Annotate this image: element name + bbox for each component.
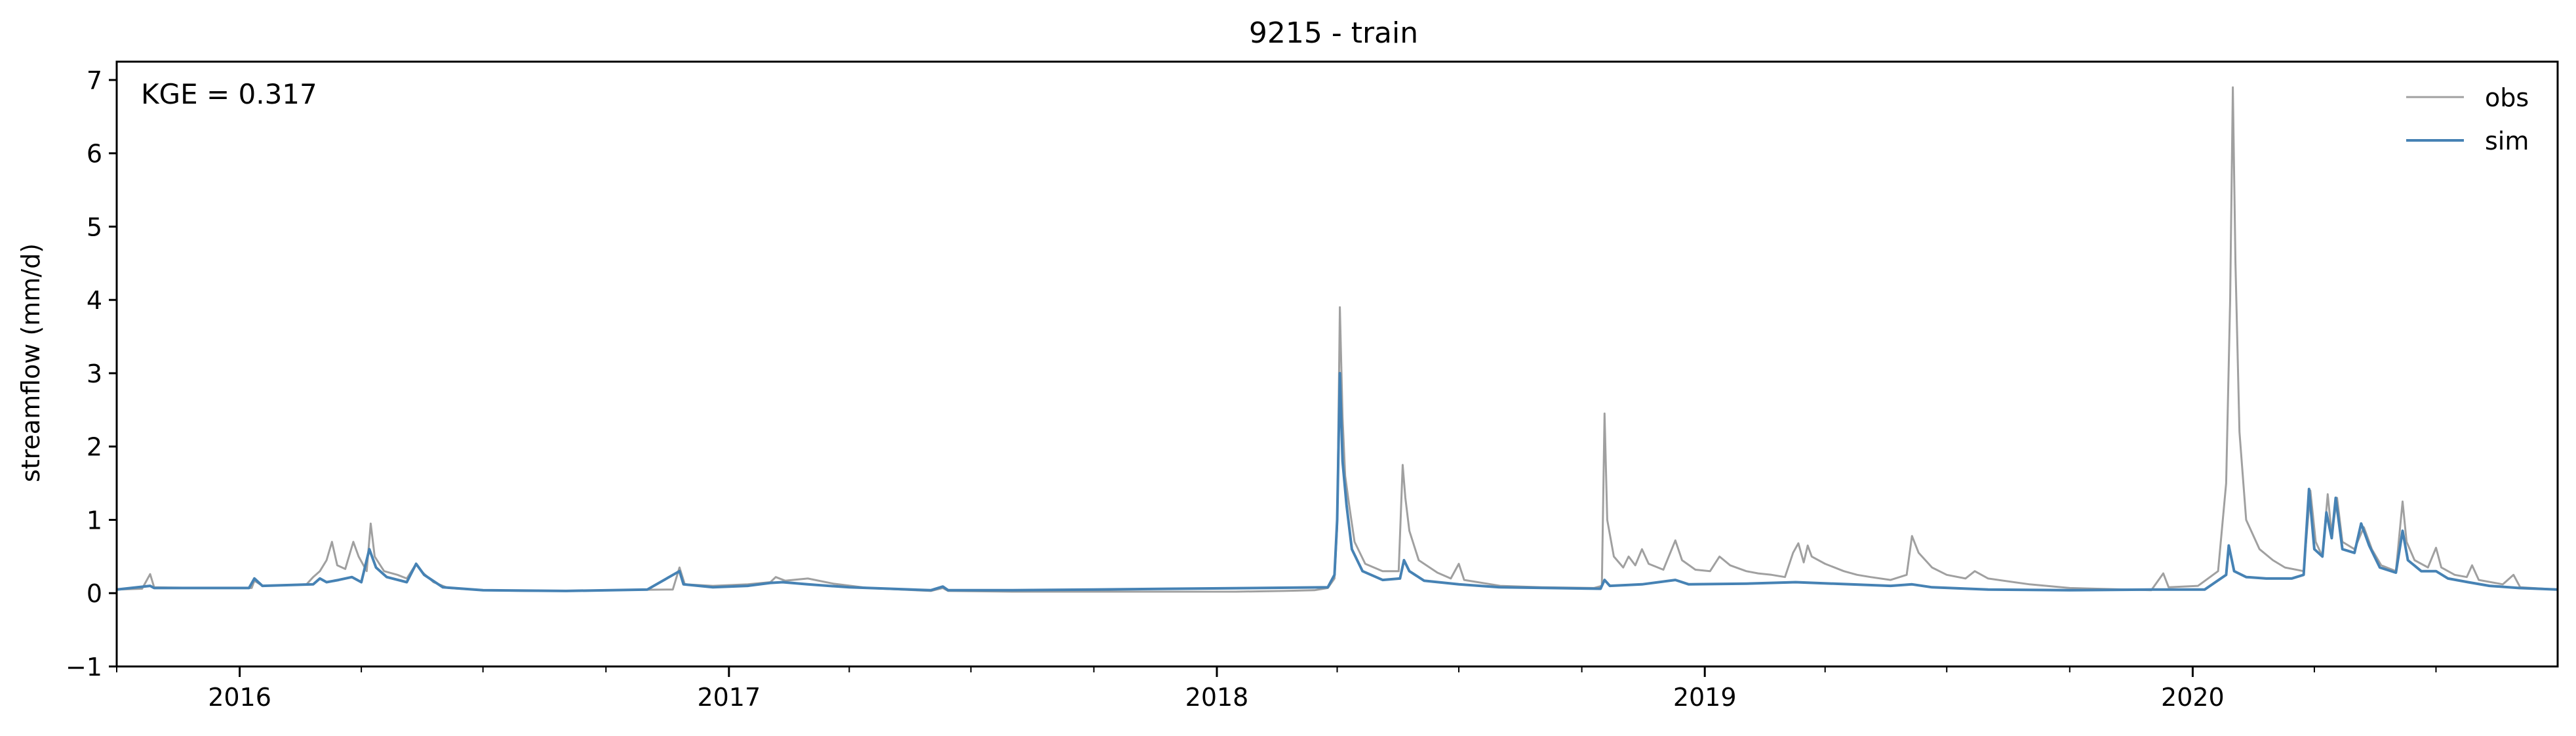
y-tick-label: 1 xyxy=(87,506,102,535)
plot-frame xyxy=(115,60,2559,668)
x-tick-label: 2020 xyxy=(2161,683,2225,712)
y-tick-label: 7 xyxy=(87,66,102,95)
series-line-sim xyxy=(116,372,2558,592)
y-tick-label: 6 xyxy=(87,140,102,169)
y-axis: −1 0 1 2 3 4 5 6 7 xyxy=(66,66,117,682)
y-axis-label: streamflow (mm/d) xyxy=(16,243,45,482)
x-tick-label: 2017 xyxy=(697,683,761,712)
y-tick-label: 4 xyxy=(87,286,102,315)
x-tick-label: 2018 xyxy=(1185,683,1249,712)
chart-title: 9215 - train xyxy=(1249,16,1418,50)
legend: obs sim xyxy=(2406,83,2529,155)
legend-label-obs: obs xyxy=(2485,83,2529,112)
legend-label-sim: sim xyxy=(2485,127,2529,155)
y-tick-label: 0 xyxy=(87,579,102,608)
x-tick-label: 2019 xyxy=(1673,683,1737,712)
kge-annotation: KGE = 0.317 xyxy=(141,78,317,110)
y-tick-label: −1 xyxy=(66,653,102,682)
y-tick-label: 5 xyxy=(87,213,102,241)
y-tick-label: 2 xyxy=(87,433,102,462)
y-tick-label: 3 xyxy=(87,359,102,388)
x-tick-label: 2016 xyxy=(208,683,271,712)
plot-area xyxy=(116,86,2558,593)
x-axis: 2016 2017 2018 2019 2020 xyxy=(116,666,2437,712)
